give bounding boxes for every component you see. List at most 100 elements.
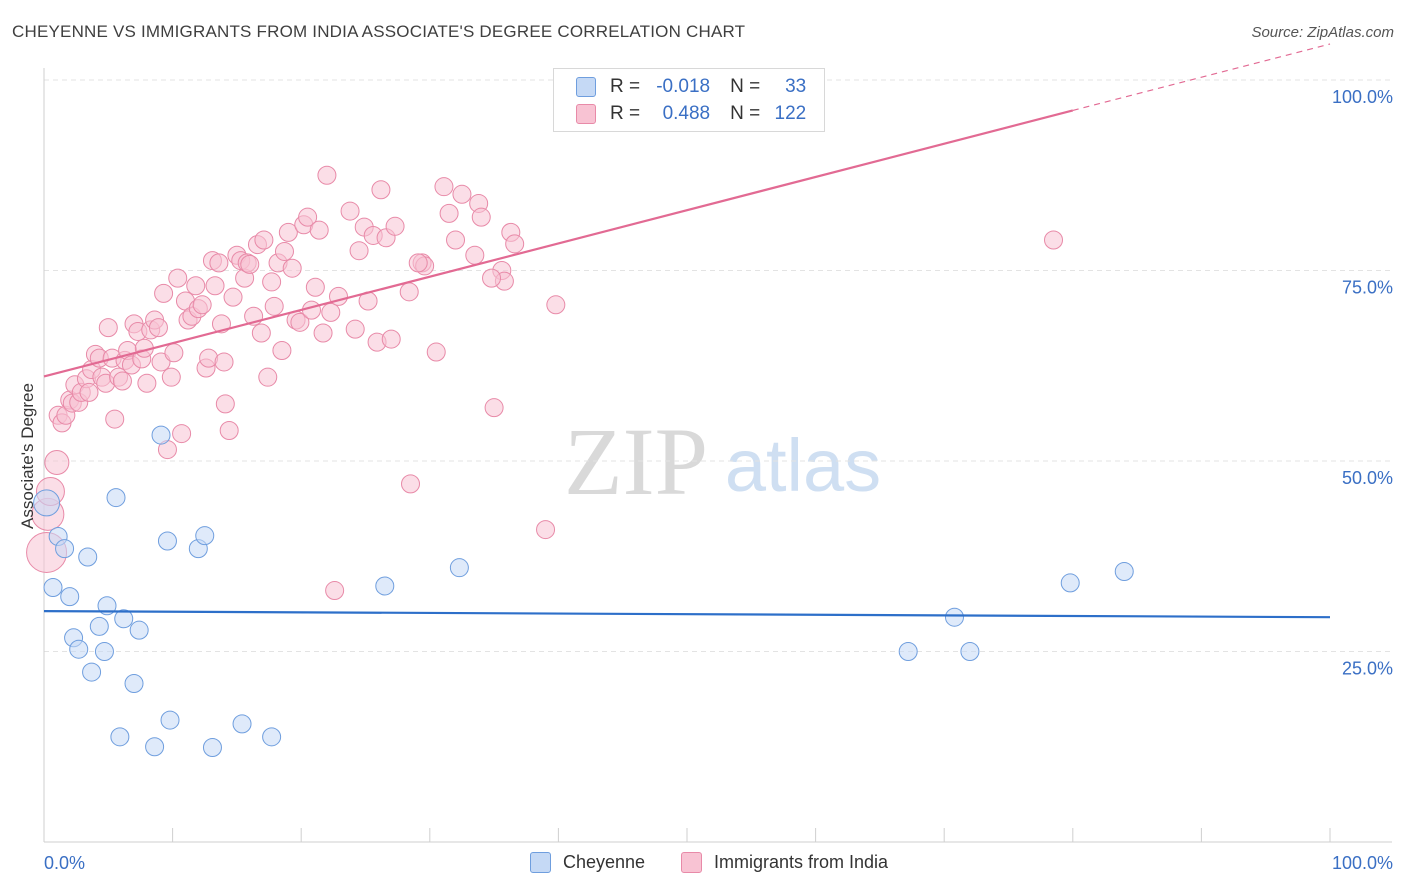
cheyenne-swatch [576,77,596,97]
legend-item-cheyenne[interactable]: Cheyenne [530,852,645,873]
correlation-legend: R = -0.018 N = 33 R = 0.488 N = 122 [553,68,825,132]
cheyenne-point [145,737,165,757]
legend-row-cheyenne: R = -0.018 N = 33 [576,74,806,100]
cheyenne-point [960,642,980,661]
india-point [272,341,292,361]
india-point [446,230,466,250]
india-point [452,184,472,204]
india-point [282,258,302,278]
india-point [301,300,321,320]
chart-title: CHEYENNE VS IMMIGRANTS FROM INDIA ASSOCI… [12,22,746,41]
cheyenne-point [202,738,222,758]
x-tick-label: 100.0% [1332,853,1393,873]
legend-r-value: -0.018 [656,76,711,97]
india-point [251,323,271,343]
india-point [79,382,99,402]
y-tick-label: 25.0% [1342,659,1393,679]
cheyenne-point [195,526,215,546]
cheyenne-point [1060,573,1080,593]
legend-r-label: R = [610,76,641,97]
legend-r-value: 0.488 [662,103,711,124]
india-point [44,450,70,476]
india-point [192,295,212,315]
india-point [381,329,401,349]
cheyenne-point [449,558,469,578]
india-point [1044,230,1064,250]
india-point [240,254,260,274]
india-point [505,234,525,254]
india-point [465,245,485,265]
india-point [325,581,345,601]
cheyenne-swatch [530,852,551,873]
india-point [262,272,282,292]
cheyenne-trend-line [43,610,1331,619]
india-point [137,373,157,393]
india-point [546,295,566,315]
cheyenne-point [375,576,395,596]
india-point [264,296,284,316]
india-point [274,241,294,261]
series-legend: Cheyenne Immigrants from India [0,852,1406,878]
india-point [172,424,192,444]
legend-n-value: 122 [774,103,807,124]
india-swatch [681,852,702,873]
india-point [209,253,229,273]
india-point [536,520,556,540]
india-point [219,421,239,441]
y-tick-label: 100.0% [1332,87,1393,107]
legend-row-india: R = 0.488 N = 122 [576,101,806,127]
india-point [471,207,491,227]
india-point [426,342,446,362]
india-point [290,312,310,332]
india-point [278,222,298,242]
cheyenne-point [262,727,282,747]
india-point [340,201,360,221]
india-series [26,165,1064,601]
india-point [258,367,278,387]
india-point [371,180,391,200]
india-point [186,276,206,296]
tick-labels: 25.0% 50.0% 75.0% 100.0% 0.0% 100.0% [44,87,1393,873]
india-point [385,216,405,236]
trend-lines [43,43,1331,619]
cheyenne-point [232,714,252,734]
india-point [148,318,168,338]
legend-n-label: N = [730,103,761,124]
legend-label-cheyenne: Cheyenne [563,852,646,872]
cheyenne-series [33,425,1134,758]
cheyenne-point [944,607,964,627]
india-point [298,207,318,227]
india-point [161,367,181,387]
india-point [484,398,504,418]
india-swatch [576,104,596,124]
india-point [98,318,118,338]
legend-item-india[interactable]: Immigrants from India [681,852,888,873]
cheyenne-point [55,539,75,559]
india-point [154,283,174,303]
india-point [349,241,369,261]
x-tick-label: 0.0% [44,853,85,873]
y-axis-label: Associate's Degree [18,383,37,529]
cheyenne-point [898,642,918,661]
india-point [408,253,428,273]
cheyenne-point [110,727,130,747]
legend-n-value: 33 [785,76,807,97]
india-point [321,302,341,322]
india-trend-line-extension [1072,43,1331,112]
cheyenne-point [43,577,63,597]
india-point [434,177,454,197]
cheyenne-point [60,587,80,607]
india-point [151,352,171,372]
axes [43,68,1392,843]
legend-n-label: N = [730,76,761,97]
cheyenne-point [33,489,61,517]
india-point [305,277,325,297]
cheyenne-point [124,674,144,694]
y-tick-label: 75.0% [1342,278,1393,298]
india-point [313,323,333,343]
cheyenne-point [89,616,109,636]
cheyenne-point [97,596,117,616]
source-label: Source: ZipAtlas.com [1251,24,1394,41]
india-point [214,352,234,372]
